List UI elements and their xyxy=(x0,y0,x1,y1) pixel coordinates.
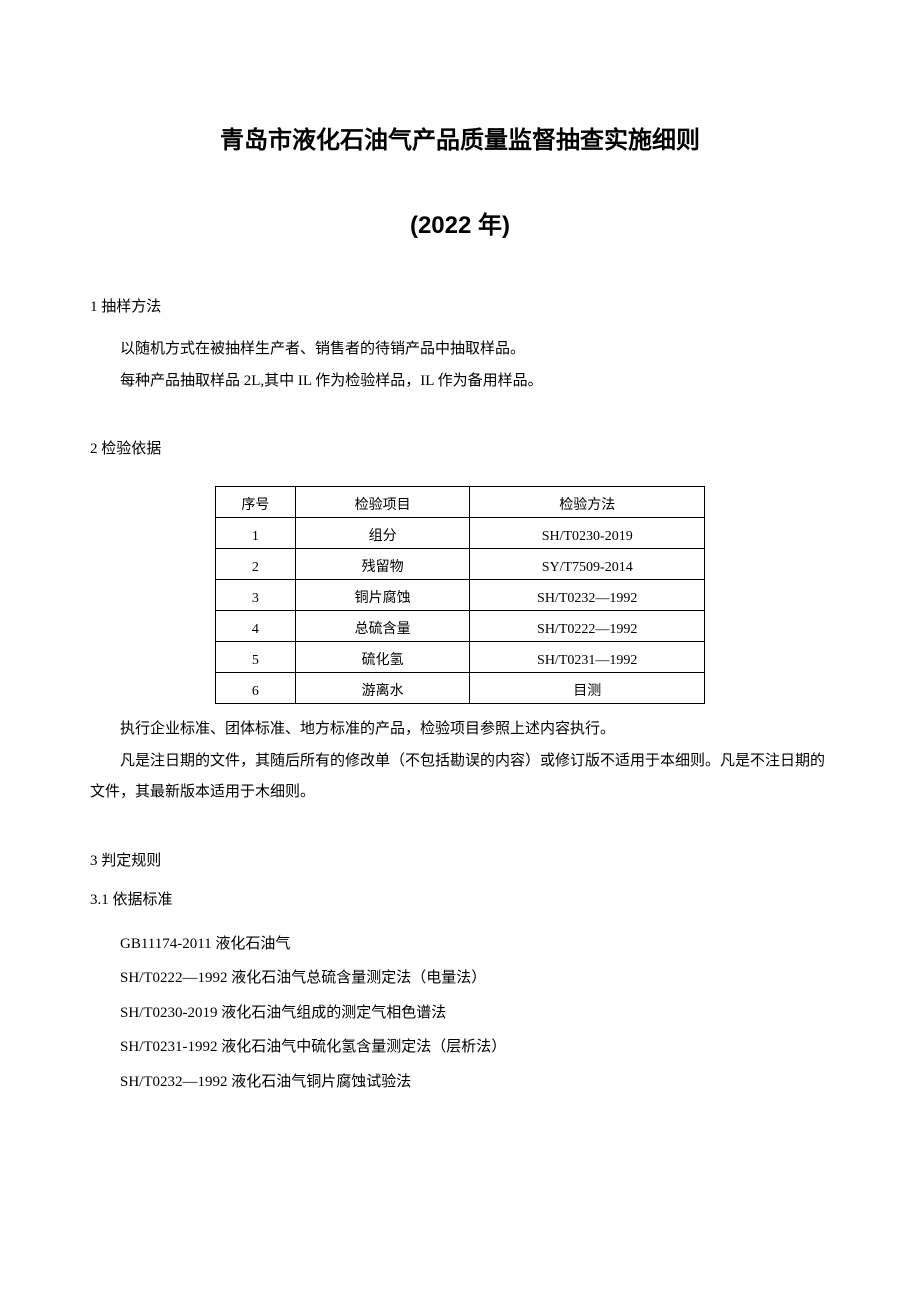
standard-item: SH/T0222—1992 液化石油气总硫含量测定法（电量法） xyxy=(90,961,830,996)
table-header-num: 序号 xyxy=(216,487,296,518)
table-cell-item: 铜片腐蚀 xyxy=(295,580,470,611)
section-1-para-2: 每种产品抽取样品 2L,其中 IL 作为检验样品，IL 作为备用样品。 xyxy=(90,366,830,398)
document-title: 青岛市液化石油气产品质量监督抽查实施细则 xyxy=(90,120,830,155)
standard-item: SH/T0232—1992 液化石油气铜片腐蚀试验法 xyxy=(90,1065,830,1100)
document-subtitle: (2022 年) xyxy=(90,205,830,240)
standard-item: SH/T0231-1992 液化石油气中硫化氢含量测定法（层析法） xyxy=(90,1030,830,1065)
section-2-para-2: 凡是注日期的文件，其随后所有的修改单（不包括勘误的内容）或修订版不适用于本细则。… xyxy=(90,746,830,809)
table-row: 3 铜片腐蚀 SH/T0232—1992 xyxy=(216,580,705,611)
table-row: 5 硫化氢 SH/T0231—1992 xyxy=(216,642,705,673)
inspection-table: 序号 检验项目 检验方法 1 组分 SH/T0230-2019 2 残留物 SY… xyxy=(215,486,705,704)
standard-item: GB11174-2011 液化石油气 xyxy=(90,927,830,962)
table-cell-method: SY/T7509-2014 xyxy=(470,549,705,580)
table-cell-num: 2 xyxy=(216,549,296,580)
table-row: 6 游离水 目测 xyxy=(216,673,705,704)
table-cell-num: 4 xyxy=(216,611,296,642)
section-2: 2 检验依据 序号 检验项目 检验方法 1 组分 SH/T0230-2019 2… xyxy=(90,437,830,809)
table-header-row: 序号 检验项目 检验方法 xyxy=(216,487,705,518)
table-cell-num: 3 xyxy=(216,580,296,611)
section-1: 1 抽样方法 以随机方式在被抽样生产者、销售者的待销产品中抽取样品。 每种产品抽… xyxy=(90,295,830,397)
section-1-heading: 1 抽样方法 xyxy=(90,295,830,316)
table-cell-item: 硫化氢 xyxy=(295,642,470,673)
table-cell-method: SH/T0222—1992 xyxy=(470,611,705,642)
table-cell-method: SH/T0232—1992 xyxy=(470,580,705,611)
section-3-heading: 3 判定规则 xyxy=(90,849,830,870)
table-header-method: 检验方法 xyxy=(470,487,705,518)
table-cell-num: 1 xyxy=(216,518,296,549)
table-row: 4 总硫含量 SH/T0222—1992 xyxy=(216,611,705,642)
table-header-item: 检验项目 xyxy=(295,487,470,518)
table-cell-method: SH/T0231—1992 xyxy=(470,642,705,673)
section-1-para-1: 以随机方式在被抽样生产者、销售者的待销产品中抽取样品。 xyxy=(90,334,830,366)
table-cell-num: 6 xyxy=(216,673,296,704)
table-cell-item: 残留物 xyxy=(295,549,470,580)
section-3-1-heading: 3.1 依据标准 xyxy=(90,888,830,909)
table-cell-item: 总硫含量 xyxy=(295,611,470,642)
standard-item: SH/T0230-2019 液化石油气组成的测定气相色谱法 xyxy=(90,996,830,1031)
table-row: 1 组分 SH/T0230-2019 xyxy=(216,518,705,549)
table-cell-item: 游离水 xyxy=(295,673,470,704)
table-row: 2 残留物 SY/T7509-2014 xyxy=(216,549,705,580)
table-cell-num: 5 xyxy=(216,642,296,673)
table-cell-method: 目测 xyxy=(470,673,705,704)
table-cell-method: SH/T0230-2019 xyxy=(470,518,705,549)
table-cell-item: 组分 xyxy=(295,518,470,549)
section-2-heading: 2 检验依据 xyxy=(90,437,830,458)
section-3: 3 判定规则 3.1 依据标准 GB11174-2011 液化石油气 SH/T0… xyxy=(90,849,830,1100)
section-2-para-1: 执行企业标准、团体标准、地方标准的产品，检验项目参照上述内容执行。 xyxy=(90,714,830,746)
